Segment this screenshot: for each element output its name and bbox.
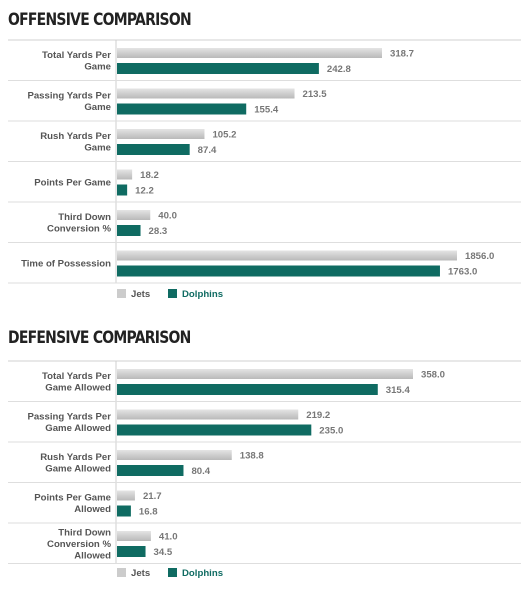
category-label: Game — [84, 62, 111, 73]
category-label: Rush Yards Per — [40, 452, 111, 463]
offensive-chart-title: OFFENSIVE COMPARISON — [8, 10, 192, 30]
jets-bar — [117, 369, 413, 379]
jets-value-label: 41.0 — [159, 532, 178, 543]
dolphins-bar — [117, 144, 190, 155]
legend-swatch-jets — [117, 289, 126, 298]
offensive-comparison-panel: OFFENSIVE COMPARISON Total Yards Per Game… — [8, 10, 521, 300]
legend-label-dolphins: Dolphins — [182, 568, 223, 579]
dolphins-bar — [117, 546, 146, 557]
jets-value-label: 358.0 — [421, 370, 445, 381]
dolphins-bar — [117, 505, 131, 517]
jets-bar — [117, 169, 133, 180]
jets-bar — [117, 409, 299, 420]
dolphins-bar — [117, 225, 141, 236]
dolphins-bar — [117, 424, 312, 436]
jets-value-label: 318.7 — [390, 49, 414, 60]
dolphins-bar — [117, 63, 319, 74]
category-label: Game — [84, 143, 111, 154]
category-label: Game Allowed — [45, 423, 111, 434]
category-label: Conversion % — [47, 539, 111, 550]
dolphins-bar — [117, 384, 378, 395]
legend-label-jets: Jets — [131, 568, 150, 579]
dolphins-value-label: 87.4 — [198, 145, 217, 156]
jets-bar — [117, 210, 151, 220]
jets-bar — [117, 490, 135, 501]
jets-value-label: 1856.0 — [465, 251, 494, 262]
dolphins-bar — [117, 184, 128, 196]
legend-swatch-dolphins — [168, 568, 177, 577]
jets-value-label: 18.2 — [140, 170, 159, 181]
category-label: Points Per Game — [34, 177, 111, 188]
category-label: Passing Yards Per — [27, 412, 111, 423]
dolphins-value-label: 12.2 — [135, 186, 154, 197]
dolphins-bar — [117, 465, 184, 476]
jets-bar — [117, 88, 295, 99]
category-label: Game Allowed — [45, 464, 111, 475]
jets-value-label: 40.0 — [158, 211, 177, 222]
dolphins-value-label: 315.4 — [386, 385, 411, 396]
category-label: Time of Possession — [21, 258, 111, 269]
jets-bar — [117, 531, 151, 541]
jets-bar — [117, 450, 232, 460]
category-label: Points Per Game — [34, 493, 111, 504]
category-label: Total Yards Per — [42, 50, 111, 61]
category-label: Passing Yards Per — [27, 91, 111, 102]
category-label: Third Down — [58, 212, 111, 223]
category-label: Total Yards Per — [42, 371, 111, 382]
dolphins-value-label: 16.8 — [139, 507, 158, 518]
jets-bar — [117, 48, 382, 58]
jets-value-label: 219.2 — [306, 410, 330, 421]
category-label: Third Down — [58, 527, 111, 538]
category-label: Game Allowed — [45, 383, 111, 394]
dolphins-value-label: 235.0 — [319, 426, 343, 437]
jets-value-label: 213.5 — [303, 89, 328, 100]
legend-label-jets: Jets — [131, 289, 150, 300]
dolphins-value-label: 80.4 — [191, 466, 210, 477]
category-label: Game — [84, 102, 111, 113]
jets-value-label: 21.7 — [143, 491, 162, 502]
defensive-chart-title: DEFENSIVE COMPARISON — [8, 328, 191, 348]
dolphins-value-label: 34.5 — [154, 547, 173, 558]
dolphins-value-label: 28.3 — [149, 226, 168, 237]
dolphins-value-label: 1763.0 — [448, 267, 477, 278]
category-label: Allowed — [74, 504, 111, 515]
legend-label-dolphins: Dolphins — [182, 289, 223, 300]
dolphins-value-label: 242.8 — [327, 64, 352, 75]
jets-value-label: 138.8 — [240, 451, 265, 462]
legend-swatch-dolphins — [168, 289, 177, 298]
dolphins-bar — [117, 103, 247, 115]
legend-swatch-jets — [117, 568, 126, 577]
category-label: Conversion % — [47, 224, 111, 235]
category-label: Rush Yards Per — [40, 131, 111, 142]
category-label: Allowed — [74, 550, 111, 561]
dolphins-value-label: 155.4 — [254, 105, 279, 116]
jets-bar — [117, 129, 205, 139]
jets-value-label: 105.2 — [212, 130, 236, 141]
jets-bar — [117, 250, 457, 261]
dolphins-bar — [117, 265, 440, 277]
